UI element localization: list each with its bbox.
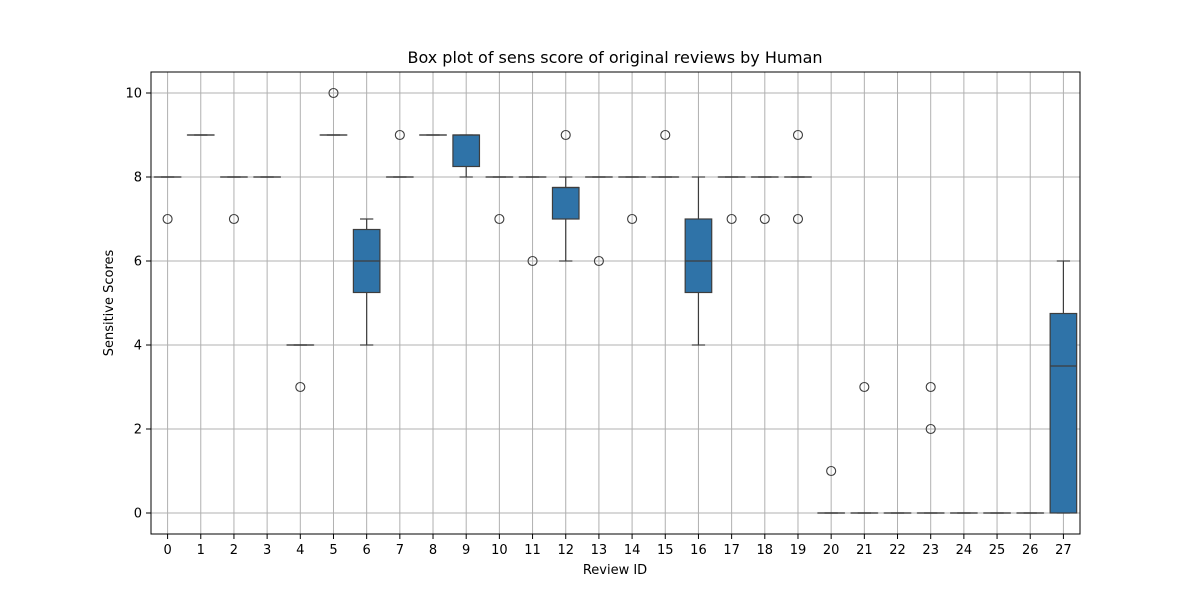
box-group-11 (518, 176, 547, 267)
x-tick-label: 22 (889, 543, 906, 558)
x-tick-label: 7 (396, 543, 404, 558)
outlier-point (925, 423, 936, 435)
x-tick-label: 5 (329, 543, 337, 558)
box-group-15 (651, 129, 680, 178)
boxes-layer (153, 87, 1078, 514)
x-axis-title: Review ID (583, 563, 647, 578)
x-tick-label: 3 (263, 543, 271, 558)
chart-title: Box plot of sens score of original revie… (407, 48, 822, 67)
y-tick-label: 0 (134, 507, 142, 522)
y-tick-label: 10 (125, 87, 142, 102)
x-tick-label: 14 (624, 543, 641, 558)
x-tick-label: 8 (429, 543, 437, 558)
x-tick-label: 27 (1055, 543, 1072, 558)
box-group-12 (551, 129, 580, 262)
outlier-point (859, 381, 870, 393)
x-tick-label: 1 (197, 543, 205, 558)
box-iqr (551, 186, 580, 220)
x-tick-label: 24 (956, 543, 973, 558)
y-axis-title: Sensitive Scores (102, 249, 117, 356)
box-group-21 (850, 381, 879, 514)
x-tick-label: 10 (491, 543, 508, 558)
outlier-point (759, 213, 770, 225)
box-group-23 (916, 381, 945, 514)
box-group-27 (1049, 260, 1078, 514)
outlier-point (560, 129, 571, 141)
x-tick-label: 25 (989, 543, 1006, 558)
x-tick-label: 12 (557, 543, 574, 558)
y-tick-label: 6 (134, 255, 142, 270)
box-group-19 (784, 129, 812, 225)
x-tick-label: 13 (591, 543, 608, 558)
box-group-5 (319, 87, 348, 136)
y-tick-label: 4 (134, 339, 142, 354)
box-iqr (452, 134, 481, 168)
x-tick-label: 0 (163, 543, 171, 558)
outlier-point (792, 213, 804, 225)
outlier-point (527, 255, 538, 267)
box-iqr (684, 218, 713, 294)
x-tick-label: 11 (524, 543, 541, 558)
box-group-9 (452, 134, 481, 178)
outlier-point (925, 381, 936, 393)
box-group-10 (485, 176, 514, 225)
box-group-0 (153, 176, 182, 225)
box-group-17 (717, 176, 746, 225)
outlier-point (394, 129, 405, 141)
outlier-point (593, 255, 604, 267)
x-tick-label: 19 (790, 543, 807, 558)
y-tick-label: 2 (134, 423, 142, 438)
x-tick-label: 9 (462, 543, 470, 558)
y-tick-label: 8 (134, 171, 142, 186)
box-iqr (1049, 312, 1078, 514)
box-group-2 (220, 176, 248, 225)
box-group-20 (817, 465, 846, 514)
outlier-point (162, 213, 173, 225)
x-tick-label: 6 (363, 543, 371, 558)
x-tick-label: 17 (723, 543, 740, 558)
plot-frame (150, 71, 1081, 535)
box-group-18 (750, 176, 779, 225)
x-tick-label: 16 (690, 543, 707, 558)
x-tick-label: 21 (856, 543, 873, 558)
outlier-point (295, 381, 306, 393)
outlier-point (494, 213, 505, 225)
box-group-14 (618, 176, 646, 225)
outlier-point (826, 465, 837, 477)
x-tick-label: 20 (823, 543, 840, 558)
x-tick-label: 26 (1022, 543, 1039, 558)
x-tick-label: 4 (296, 543, 304, 558)
x-tick-label: 23 (922, 543, 939, 558)
box-group-16 (684, 176, 713, 346)
x-tick-label: 18 (757, 543, 774, 558)
box-group-4 (286, 344, 315, 393)
outlier-point (627, 213, 638, 225)
outlier-point (660, 129, 671, 141)
box-group-13 (585, 176, 613, 267)
x-tick-label: 15 (657, 543, 674, 558)
outlier-point (726, 213, 737, 225)
grid-layer (151, 72, 1080, 534)
outlier-point (792, 129, 804, 141)
x-tick-label: 2 (230, 543, 238, 558)
outlier-point (228, 213, 239, 225)
outlier-point (328, 87, 339, 99)
box-group-6 (352, 218, 381, 346)
box-group-7 (385, 129, 414, 178)
